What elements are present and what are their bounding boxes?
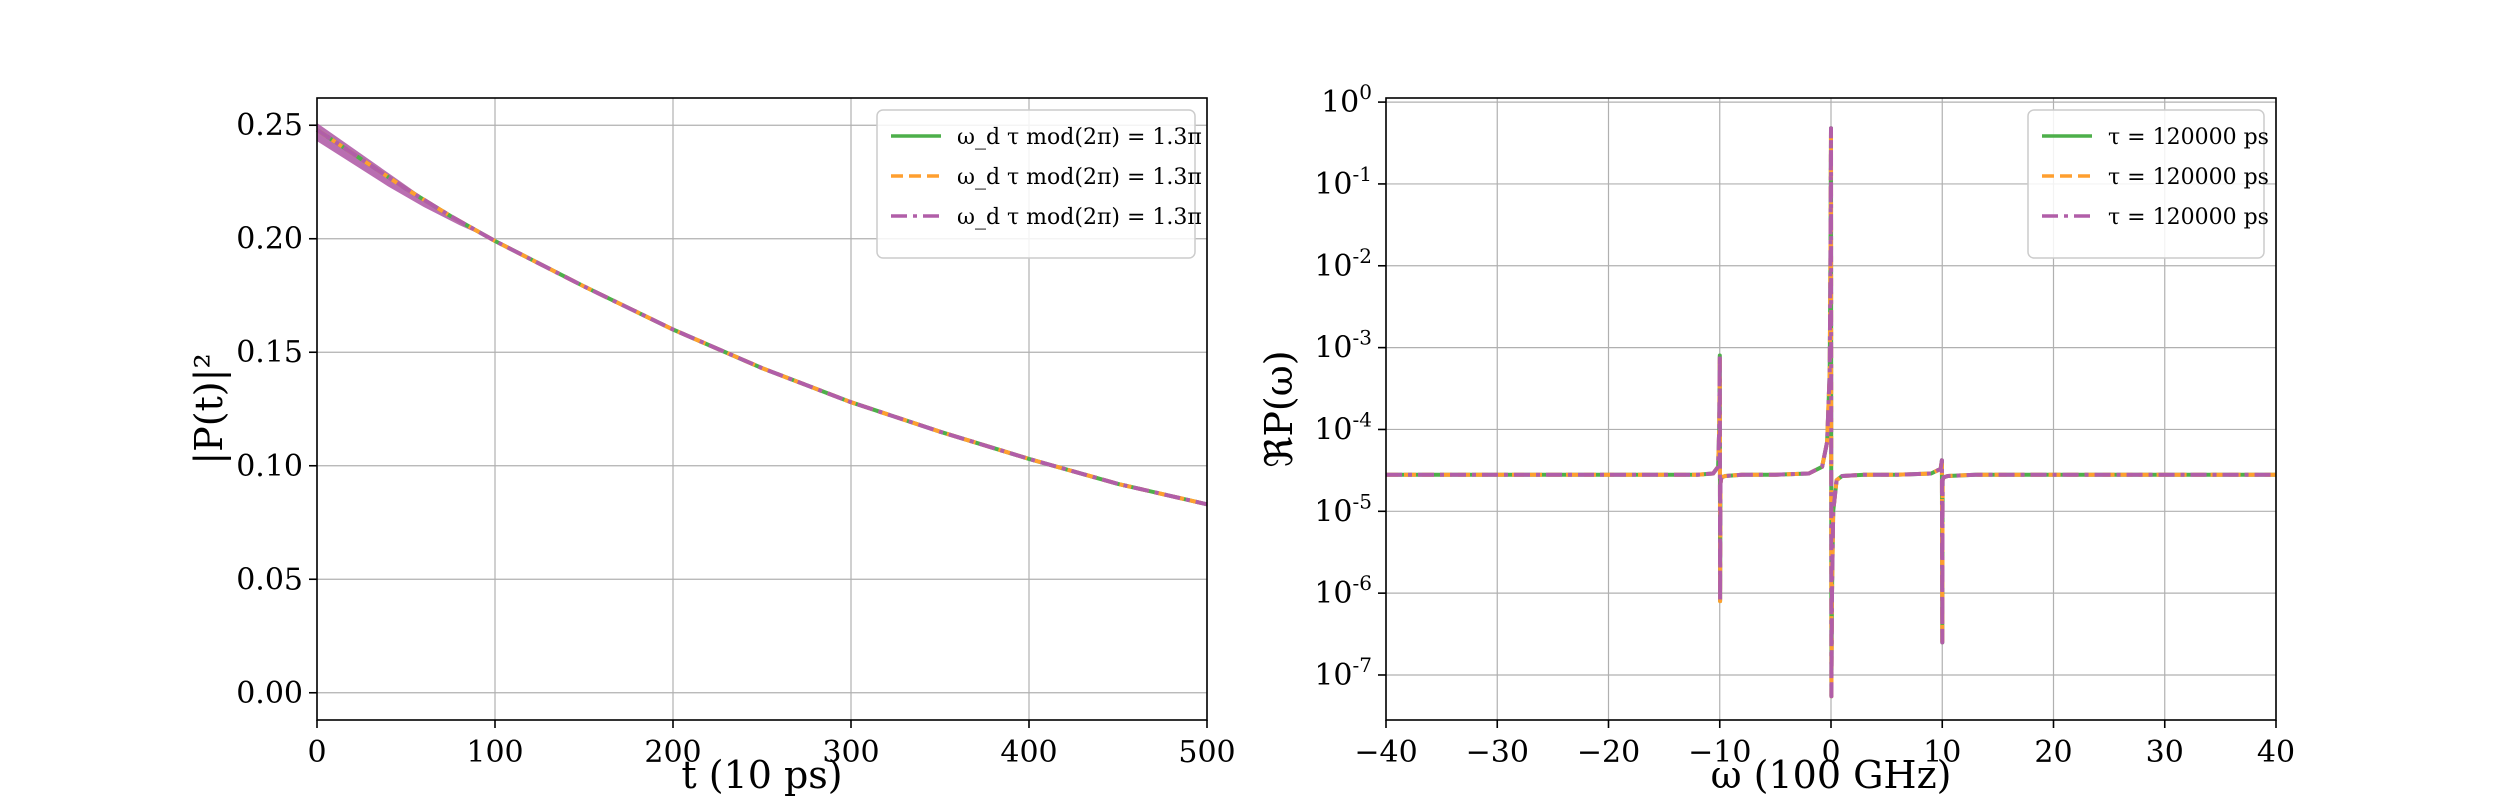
x-tick-label: −20 (1577, 735, 1640, 770)
x-tick-label: 400 (1000, 735, 1057, 770)
x-tick-label: 100 (466, 735, 523, 770)
series-line-3 (1386, 126, 2276, 699)
left-legend-box (876, 109, 1196, 259)
y-tick-label: 100 (1321, 80, 1372, 120)
y-tick-label: 0.25 (236, 108, 303, 143)
y-tick-label: 10-5 (1314, 489, 1372, 529)
y-tick-label: 0.15 (236, 335, 303, 370)
x-tick-label: 200 (644, 735, 701, 770)
x-tick-label: 40 (2257, 735, 2295, 770)
x-axis-title: ω (100 GHz) (1711, 753, 1952, 797)
y-tick-label: 10-1 (1314, 162, 1372, 202)
y-tick-label: 0.20 (236, 222, 303, 257)
y-tick-label: 10-7 (1314, 653, 1372, 693)
series-line-3 (315, 128, 1208, 507)
frequency-domain-plot: −40 −30 −20 −10 0 10 20 30 40 100 10-1 10-2 10-3 10-4… (1257, 80, 2295, 797)
x-tick-label: −10 (1688, 735, 1751, 770)
plot-frame (316, 97, 1208, 721)
x-tick-label: 10 (1923, 735, 1961, 770)
y-tick-label: 10-3 (1314, 326, 1372, 366)
right-legend-entry: τ = 120000 ps (2108, 205, 2269, 230)
x-tick-label: 20 (2034, 735, 2072, 770)
left-legend-entry: ω_d τ mod(2π) = 1.3π (957, 205, 1202, 230)
y-axis-title: ℜP(ω) (1257, 350, 1301, 467)
x-tick-label: 0 (307, 735, 326, 770)
x-tick-label: −40 (1354, 735, 1417, 770)
right-legend-entry: τ = 120000 ps (2108, 125, 2269, 150)
x-tick-label: 500 (1178, 735, 1235, 770)
y-tick-label: 10-2 (1314, 244, 1372, 284)
time-domain-plot: 0 100 200 300 400 500 0.00 0.05 0.10 0.15 0.20 0.25… (187, 97, 1236, 797)
x-axis-title: t (10 ps) (681, 753, 842, 797)
left-legend-entry: ω_d τ mod(2π) = 1.3π (957, 125, 1202, 150)
y-tick-label: 0.05 (236, 562, 303, 597)
x-tick-label: 300 (822, 735, 879, 770)
y-tick-label: 10-4 (1314, 407, 1372, 447)
y-tick-label: 0.10 (236, 449, 303, 484)
y-tick-label: 0.00 (236, 676, 303, 711)
x-tick-label: 30 (2146, 735, 2184, 770)
left-legend-entry: ω_d τ mod(2π) = 1.3π (957, 165, 1202, 190)
y-tick-label: 10-6 (1314, 571, 1372, 611)
y-axis-title: |P(t)|² (187, 353, 231, 464)
x-tick-label: 0 (1821, 735, 1840, 770)
right-legend-entry: τ = 120000 ps (2108, 165, 2269, 190)
right-legend-box (2027, 109, 2265, 259)
x-tick-label: −30 (1466, 735, 1529, 770)
